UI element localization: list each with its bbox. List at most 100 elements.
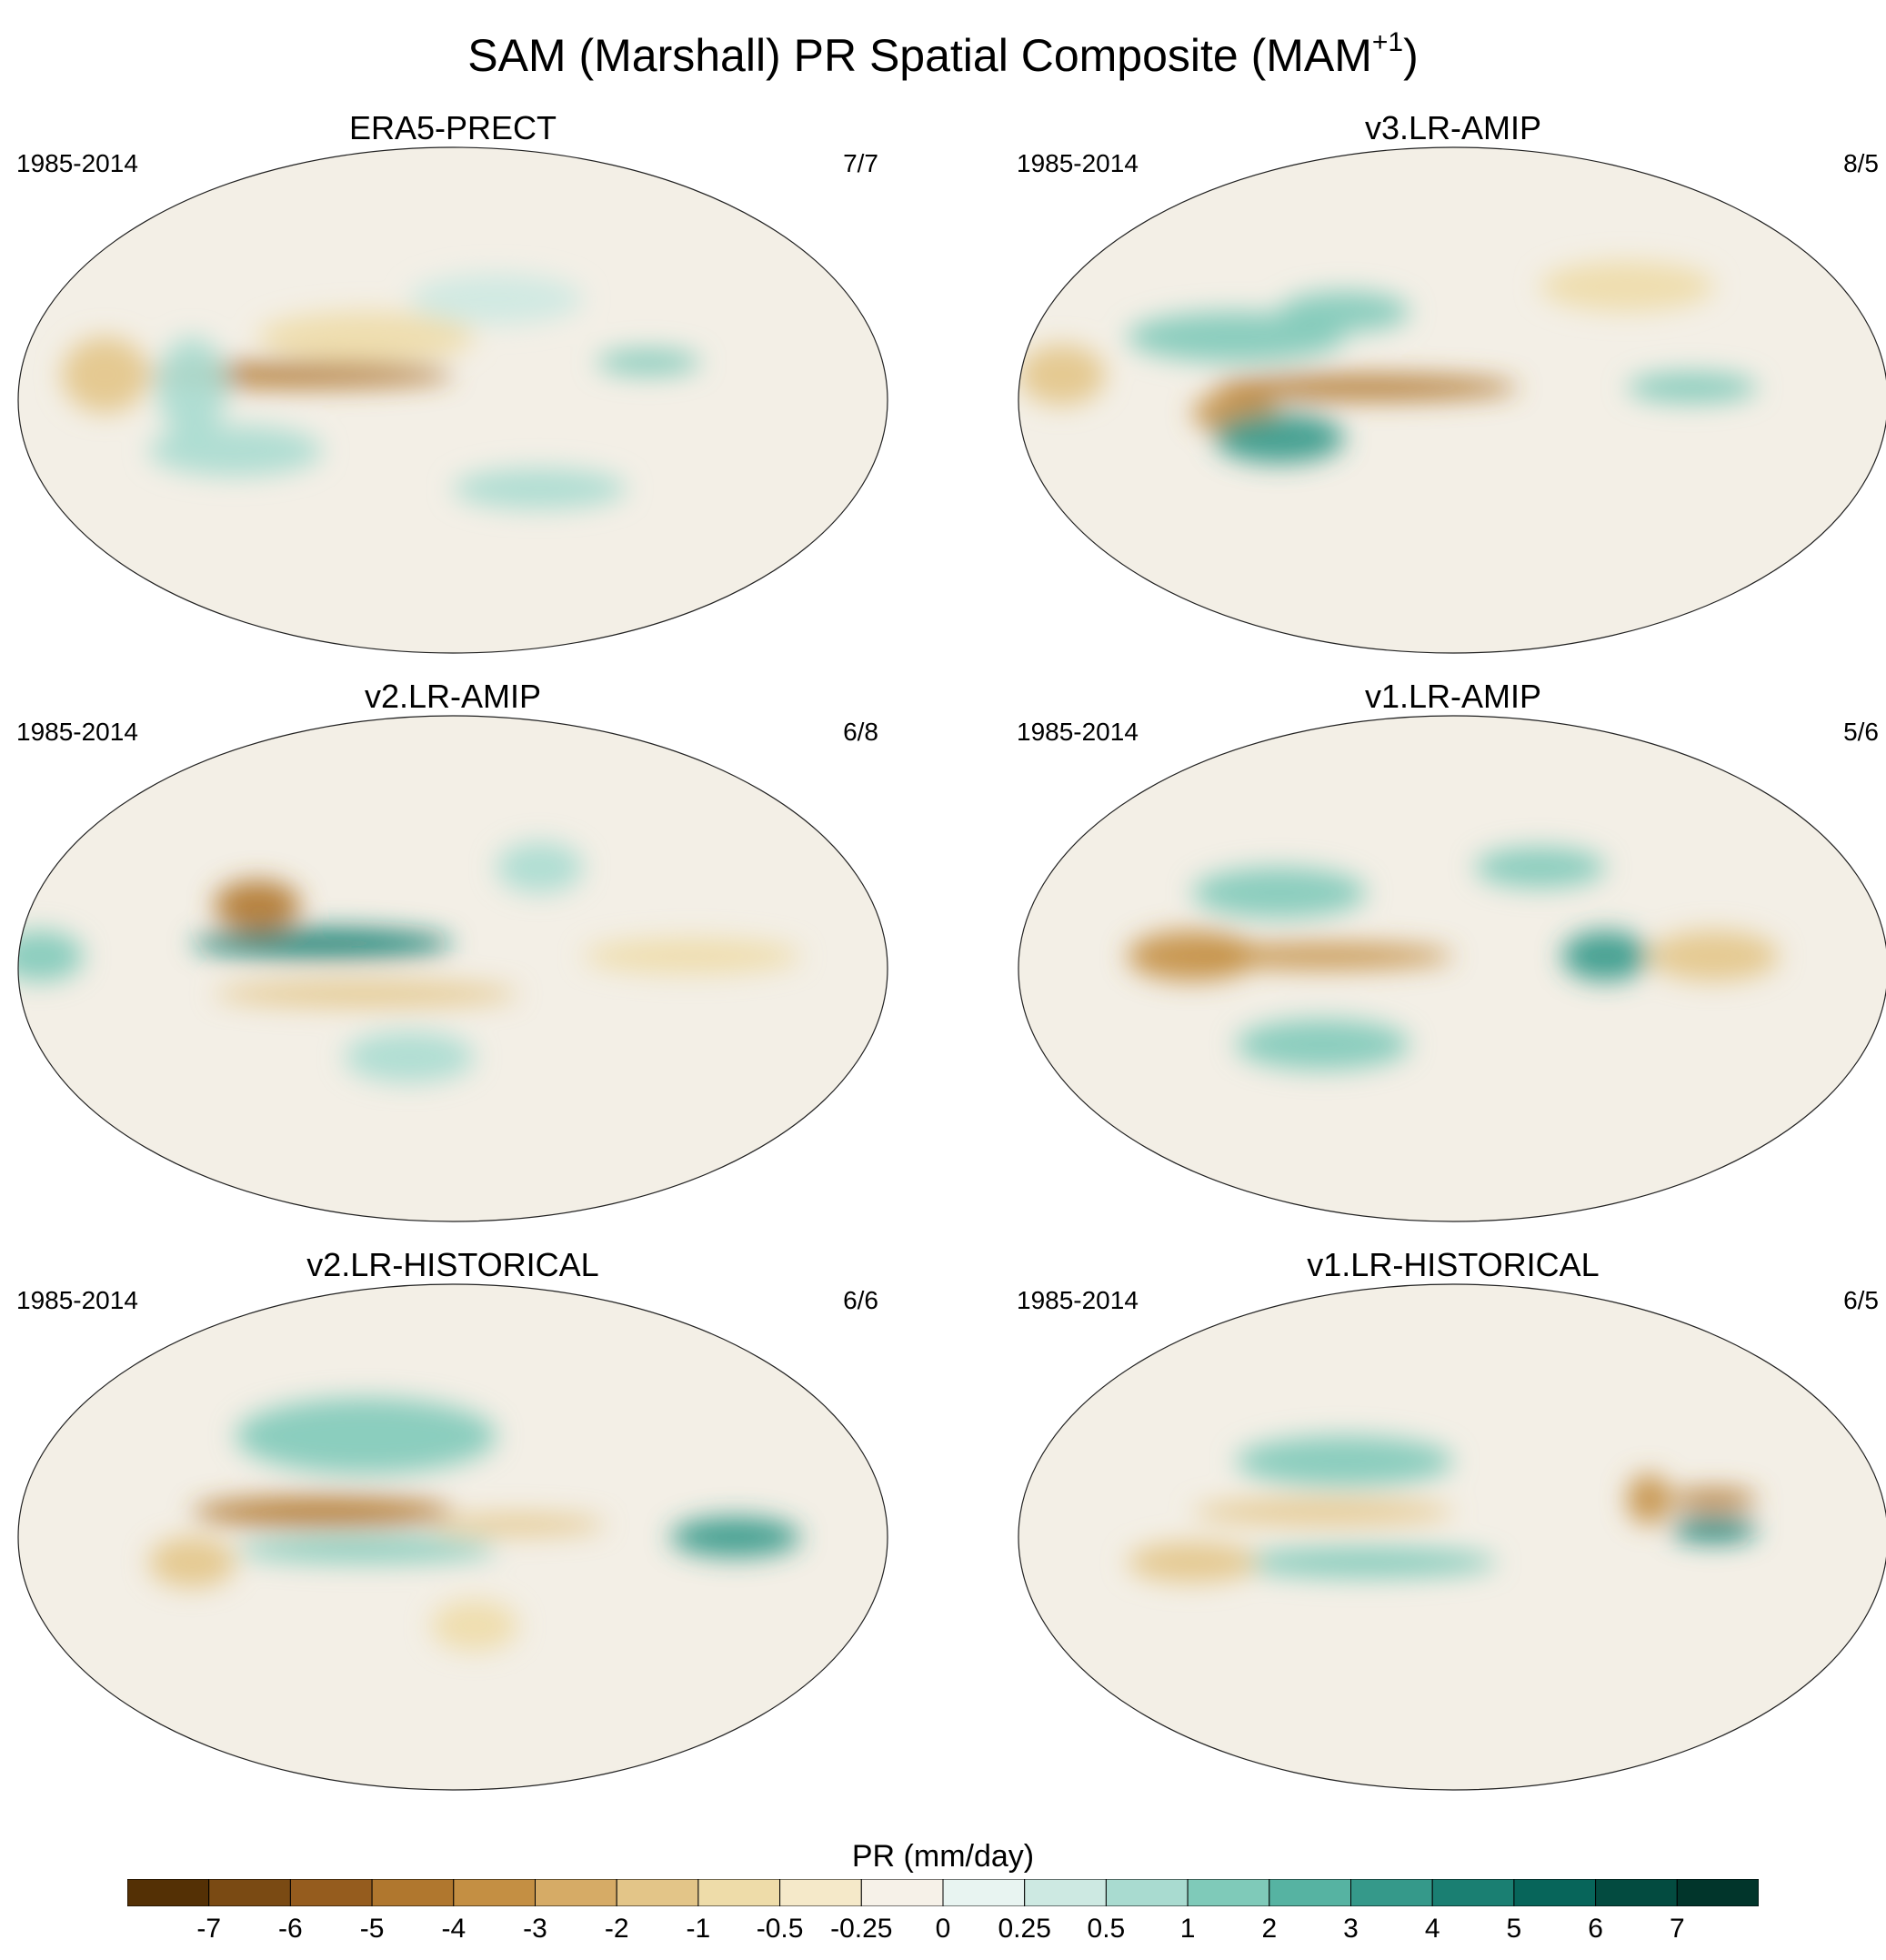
anomaly-region — [192, 928, 453, 959]
anomaly-region — [1627, 1473, 1670, 1525]
colorbar-tick-label: -1 — [686, 1914, 711, 1944]
panel-title: v2.LR-HISTORICAL — [306, 1246, 599, 1283]
colorbar-tick-label: -6 — [278, 1914, 303, 1944]
panel-period: 1985-2014 — [1017, 149, 1139, 177]
anomaly-region — [1670, 1516, 1758, 1543]
panel-ratio: 8/5 — [1843, 149, 1879, 177]
colorbar-bin — [779, 1879, 862, 1906]
anomaly-region — [192, 1496, 453, 1527]
colorbar-bin — [289, 1879, 373, 1906]
anomaly-region — [496, 842, 584, 893]
anomaly-region — [61, 337, 149, 413]
anomaly-region — [670, 1516, 801, 1558]
colorbar-title: PR (mm/day) — [851, 1839, 1035, 1874]
colorbar-tick-label: -5 — [359, 1914, 385, 1944]
anomaly-region — [1279, 291, 1410, 332]
precip-anomaly-map — [1018, 146, 1886, 654]
map-outline — [17, 1283, 888, 1791]
colorbar-bin — [127, 1879, 210, 1906]
anomaly-region — [1127, 311, 1345, 363]
colorbar-tick-label: 0 — [935, 1914, 951, 1944]
precip-anomaly-map — [1018, 715, 1886, 1222]
colorbar-bin — [453, 1879, 536, 1906]
anomaly-region — [236, 1537, 497, 1563]
panel-period: 1985-2014 — [1017, 1286, 1139, 1314]
precip-anomaly-map — [17, 1283, 888, 1791]
colorbar-tick-label: -7 — [196, 1914, 222, 1944]
colorbar-tick-label: 1 — [1179, 1914, 1196, 1944]
colorbar-tick-label: 3 — [1343, 1914, 1359, 1944]
map-panel: v1.LR-AMIP 1985-2014 5/6 — [1017, 678, 1886, 1223]
anomaly-region — [256, 311, 475, 363]
colorbar-bin — [1431, 1879, 1515, 1906]
anomaly-region — [1561, 930, 1650, 981]
map-panel: v2.LR-AMIP 1985-2014 6/8 — [16, 678, 889, 1223]
panel-period: 1985-2014 — [16, 718, 138, 746]
anomaly-region — [452, 468, 627, 509]
map-outline — [1018, 715, 1886, 1222]
panel-title: v1.LR-HISTORICAL — [1307, 1246, 1600, 1283]
panel-period: 1985-2014 — [1017, 718, 1139, 746]
anomaly-region — [596, 349, 701, 376]
colorbar-bin — [697, 1879, 781, 1906]
anomaly-region — [431, 1600, 518, 1652]
anomaly-region — [1214, 412, 1345, 464]
anomaly-region — [1127, 930, 1258, 981]
colorbar-bin — [1513, 1879, 1597, 1906]
colorbar-tick-label: 5 — [1506, 1914, 1522, 1944]
panel-title: v3.LR-AMIP — [1364, 109, 1542, 146]
panel-ratio: 5/6 — [1843, 718, 1879, 746]
colorbar-bin — [1350, 1879, 1433, 1906]
colorbar-tick-label: 2 — [1261, 1914, 1278, 1944]
colorbar-tick-label: -0.5 — [756, 1914, 804, 1944]
panel-ratio: 6/8 — [843, 718, 878, 746]
map-panel: ERA5-PRECT 1985-2014 7/7 — [16, 109, 889, 655]
colorbar-tick-label: 0.5 — [1087, 1914, 1126, 1944]
colorbar-bin — [1595, 1879, 1678, 1906]
anomaly-region — [1627, 372, 1758, 403]
anomaly-region — [431, 1513, 606, 1535]
anomaly-region — [1192, 867, 1367, 919]
colorbar-tick-label: 0.25 — [998, 1914, 1051, 1944]
panel-title: ERA5-PRECT — [348, 109, 557, 146]
anomaly-region — [409, 274, 584, 325]
anomaly-region — [148, 425, 323, 477]
colorbar-bin — [616, 1879, 699, 1906]
colorbar-bin — [1187, 1879, 1270, 1906]
map-panel: v1.LR-HISTORICAL 1985-2014 6/5 — [1017, 1246, 1886, 1792]
colorbar-tick-label: -2 — [604, 1914, 629, 1944]
colorbar-bin — [535, 1879, 617, 1906]
anomaly-region — [1236, 1019, 1410, 1070]
panel-ratio: 6/6 — [843, 1286, 878, 1314]
colorbar-bin — [942, 1879, 1026, 1906]
colorbar-bin — [860, 1879, 944, 1906]
colorbar-bin — [1676, 1879, 1759, 1906]
figure-title: SAM (Marshall) PR Spatial Composite (MAM… — [467, 27, 1419, 81]
map-outline — [17, 715, 888, 1222]
panel-title: v2.LR-AMIP — [364, 678, 542, 715]
colorbar-bin — [1105, 1879, 1189, 1906]
colorbar-tick-label: 6 — [1588, 1914, 1603, 1944]
map-outline — [1018, 1283, 1886, 1791]
anomaly-region — [1649, 930, 1780, 981]
panel-period: 1985-2014 — [16, 1286, 138, 1314]
anomaly-region — [148, 1537, 236, 1588]
colorbar-bin — [208, 1879, 291, 1906]
colorbar-tick-label: -3 — [523, 1914, 547, 1944]
colorbar-tick-label: 4 — [1424, 1914, 1440, 1944]
map-outline — [17, 146, 888, 654]
colorbar-tick-label: -4 — [441, 1914, 466, 1944]
anomaly-region — [1214, 375, 1519, 400]
anomaly-region — [1540, 261, 1714, 312]
anomaly-region — [1127, 1542, 1258, 1583]
anomaly-region — [1236, 1435, 1453, 1487]
map-panel: v3.LR-AMIP 1985-2014 8/5 — [1017, 109, 1886, 655]
anomaly-region — [1236, 1547, 1497, 1578]
anomaly-region — [583, 938, 801, 974]
anomaly-region — [1474, 847, 1606, 889]
precip-anomaly-map — [17, 715, 888, 1222]
precip-anomaly-map — [17, 146, 888, 654]
panel-title: v1.LR-AMIP — [1364, 678, 1542, 715]
anomaly-region — [214, 879, 301, 931]
colorbar-bin — [1024, 1879, 1107, 1906]
